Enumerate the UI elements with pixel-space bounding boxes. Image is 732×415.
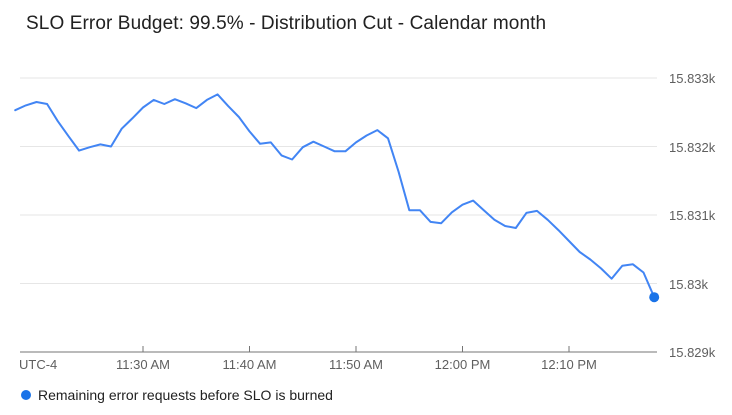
- series-line: [14, 93, 656, 299]
- y-axis-tick-label: 15.829k: [669, 345, 716, 360]
- x-axis-tick-label: 12:00 PM: [434, 357, 491, 372]
- y-axis-tick-label: 15.83k: [669, 276, 709, 292]
- y-axis-tick-label: 15.831k: [669, 208, 716, 223]
- x-axis-tick-label: 12:10 PM: [541, 357, 597, 372]
- legend-item[interactable]: Remaining error requests before SLO is b…: [21, 387, 333, 403]
- x-axis-tick-label: 11:40 AM: [222, 357, 277, 372]
- chart-title: SLO Error Budget: 99.5% - Distribution C…: [26, 13, 547, 34]
- timezone-label: UTC-4: [19, 357, 58, 372]
- x-axis-tick-label: 11:50 AM: [329, 357, 383, 372]
- x-axis-tick-label: 11:30 AM: [116, 357, 170, 372]
- legend-series-dot-icon: [21, 390, 31, 400]
- last-point-marker: [649, 292, 660, 303]
- y-axis-tick-label: 15.833k: [669, 71, 716, 86]
- legend-series-label: Remaining error requests before SLO is b…: [38, 387, 333, 403]
- y-axis-tick-label: 15.832k: [669, 139, 716, 155]
